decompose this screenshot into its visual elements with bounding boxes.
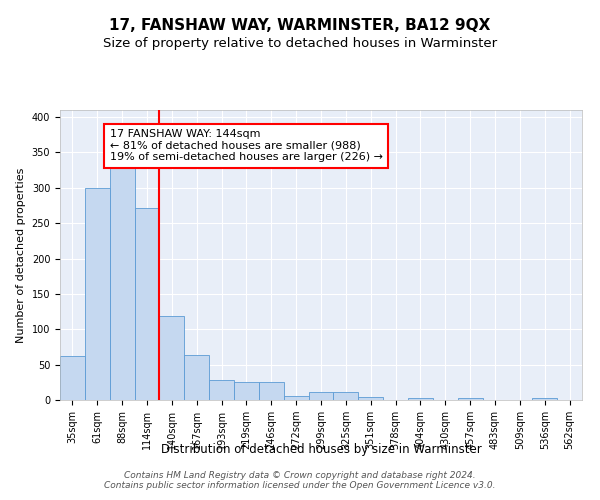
Text: Distribution of detached houses by size in Warminster: Distribution of detached houses by size …	[161, 442, 481, 456]
Text: 17 FANSHAW WAY: 144sqm
← 81% of detached houses are smaller (988)
19% of semi-de: 17 FANSHAW WAY: 144sqm ← 81% of detached…	[110, 129, 383, 162]
Bar	[308, 392, 334, 400]
Text: 17, FANSHAW WAY, WARMINSTER, BA12 9QX: 17, FANSHAW WAY, WARMINSTER, BA12 9QX	[109, 18, 491, 32]
Bar	[358, 397, 383, 400]
Bar	[234, 382, 259, 400]
Bar	[532, 398, 557, 400]
Bar	[134, 208, 160, 400]
Bar	[408, 398, 433, 400]
Bar	[60, 356, 85, 400]
Y-axis label: Number of detached properties: Number of detached properties	[16, 168, 26, 342]
Bar	[85, 188, 110, 400]
Bar	[209, 380, 234, 400]
Bar	[284, 396, 308, 400]
Bar	[458, 398, 482, 400]
Bar	[110, 168, 134, 400]
Bar	[259, 382, 284, 400]
Bar	[184, 356, 209, 400]
Bar	[160, 316, 184, 400]
Text: Size of property relative to detached houses in Warminster: Size of property relative to detached ho…	[103, 38, 497, 51]
Bar	[334, 392, 358, 400]
Text: Contains HM Land Registry data © Crown copyright and database right 2024.
Contai: Contains HM Land Registry data © Crown c…	[104, 470, 496, 490]
